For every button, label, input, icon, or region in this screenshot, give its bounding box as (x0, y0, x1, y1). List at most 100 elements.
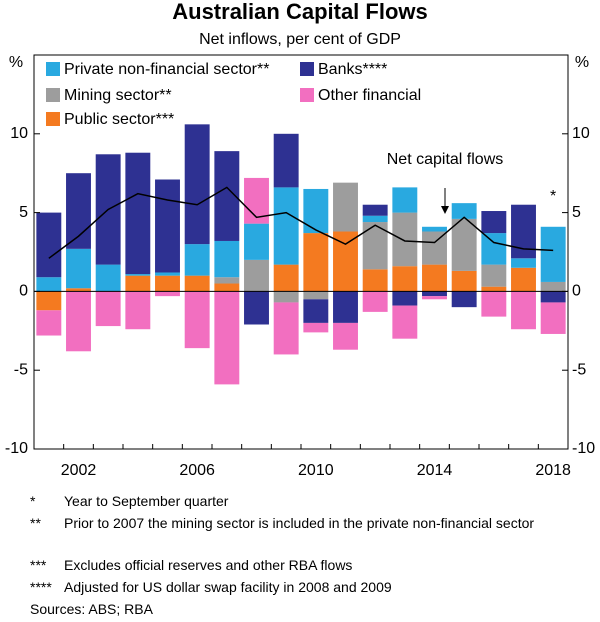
bar-segment (540, 281, 566, 292)
bar-segment (244, 223, 269, 260)
bar-segment (481, 211, 507, 234)
bar-segment (36, 212, 62, 278)
source: Sources: ABS; RBA (30, 601, 153, 617)
bar-segment (125, 275, 151, 292)
y-tick-label: 5 (19, 204, 28, 221)
y-tick-label: 10 (10, 125, 28, 142)
bar-segment (155, 275, 180, 292)
annotation: * (550, 188, 556, 205)
legend-swatch (46, 62, 60, 76)
bar-segment (244, 259, 269, 292)
legend-swatch (46, 88, 60, 102)
y-tick-label: -5 (14, 361, 28, 378)
bar-segment (333, 182, 358, 232)
bar-segment (303, 322, 329, 333)
bar-segment (125, 291, 151, 330)
net-flows-line (48, 186, 554, 259)
x-tick-label: 2018 (535, 462, 571, 479)
bar-segment (451, 218, 477, 271)
footnote-text: Year to September quarter (64, 493, 229, 509)
legend-label: Other financial (318, 87, 421, 104)
legend-label: Banks**** (318, 61, 387, 78)
y-unit: % (9, 54, 23, 71)
bar-segment (333, 231, 358, 292)
footnote-marker: ** (30, 515, 41, 531)
bar-segment (184, 275, 210, 292)
footnote-marker: * (30, 493, 36, 509)
bar-segment (66, 288, 91, 292)
footnote-marker: *** (30, 557, 47, 573)
y-tick-label: 5 (572, 204, 581, 221)
bar-segment (392, 305, 418, 339)
bar-segment (273, 264, 299, 292)
bar-segment (303, 291, 329, 300)
legend-swatch (300, 88, 314, 102)
bar-segment (214, 291, 240, 385)
y-tick-label: -10 (5, 440, 28, 457)
y-tick-label: -5 (572, 361, 586, 378)
bar-segment (273, 133, 299, 188)
bar-segment (214, 283, 240, 292)
y-tick-label: -10 (572, 440, 595, 457)
bar-segment (422, 264, 447, 292)
bar-segment (36, 310, 62, 336)
bar-segment (155, 291, 180, 297)
chart-title: Australian Capital Flows (172, 0, 428, 24)
x-tick-label: 2002 (61, 462, 97, 479)
bar-segment (95, 264, 121, 292)
bar-segment (273, 291, 299, 303)
footnote-text: Prior to 2007 the mining sector is inclu… (64, 515, 535, 531)
bar-segment (481, 286, 507, 292)
bar-segment (540, 302, 566, 334)
legend-swatch (300, 62, 314, 76)
bar-segment (155, 179, 180, 273)
bar-segment (303, 299, 329, 323)
bar-segment (155, 272, 180, 276)
footnote: *** Excludes official reserves and other … (30, 556, 570, 574)
bar-segment (273, 302, 299, 355)
bar-segment (540, 291, 566, 303)
x-tick-label: 2006 (179, 462, 215, 479)
bar-segment (392, 187, 418, 213)
bar-segment (273, 187, 299, 265)
bar-segment (481, 291, 507, 317)
bar-segment (511, 291, 536, 330)
bar-segment (362, 269, 388, 292)
bar-segment (214, 240, 240, 278)
x-tick-label: 2014 (417, 462, 453, 479)
bar-segment (333, 291, 358, 323)
footnote: **** Adjusted for US dollar swap facility… (30, 578, 570, 596)
annotation-arrowhead (441, 206, 449, 214)
footnote: * Year to September quarter (30, 492, 570, 510)
bar-segment (66, 248, 91, 289)
footnote-text: Excludes official reserves and other RBA… (64, 557, 353, 573)
bar-segment (392, 291, 418, 306)
bar-segment (392, 212, 418, 267)
bar-segment (481, 264, 507, 287)
bar-segment (362, 215, 388, 223)
bar-segment (540, 226, 566, 282)
bar-segment (422, 296, 447, 300)
footnote-text: Adjusted for US dollar swap facility in … (64, 579, 392, 595)
legend-label: Private non-financial sector** (64, 61, 269, 78)
chart-subtitle: Net inflows, per cent of GDP (199, 31, 401, 48)
footnote: ** Prior to 2007 the mining sector is inc… (30, 514, 570, 532)
legend-label: Public sector*** (64, 111, 174, 128)
bar-segment (451, 291, 477, 308)
bar-segment (422, 291, 447, 297)
bar-segment (451, 270, 477, 292)
legend-swatch (46, 112, 60, 126)
bar-segment (184, 124, 210, 245)
bar-segment (125, 152, 151, 275)
bar-segment (481, 233, 507, 265)
y-tick-label: 10 (572, 125, 590, 142)
bar-segment (184, 291, 210, 349)
line-label: Net capital flows (386, 151, 504, 168)
bar-segment (36, 291, 62, 311)
bar-segment (303, 188, 329, 234)
chart: Australian Capital Flows Net inflows, pe… (5, 0, 595, 479)
y-unit: % (575, 54, 589, 71)
bar-segment (422, 226, 447, 232)
bar-segment (95, 291, 121, 327)
